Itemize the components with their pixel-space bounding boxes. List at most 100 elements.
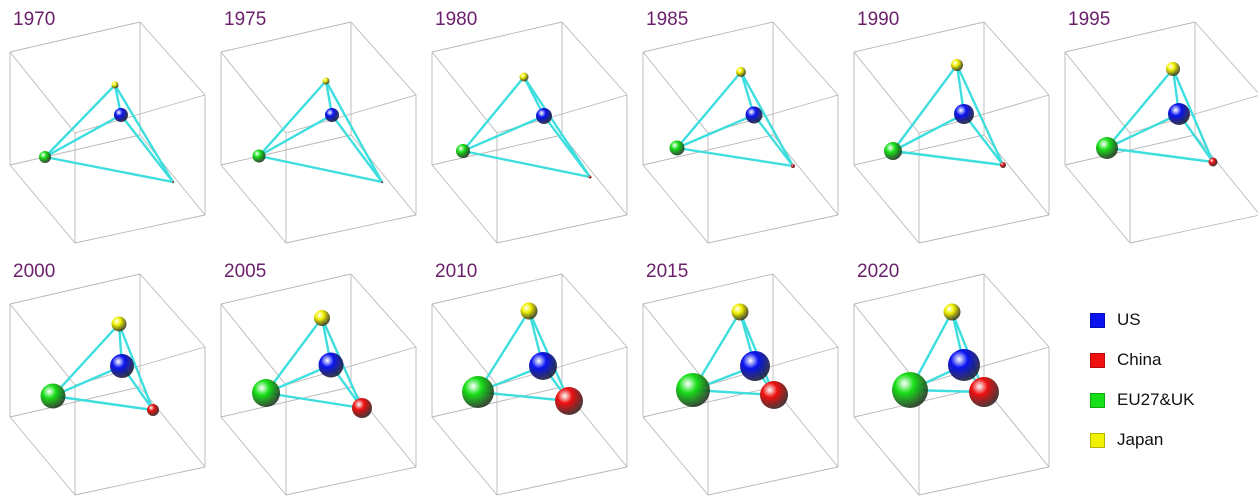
panel-year-label: 2000	[13, 261, 55, 282]
link-group	[1105, 67, 1215, 164]
panel-year-label: 1970	[13, 9, 55, 30]
panel-1980: 1980	[431, 9, 628, 244]
node-us	[325, 108, 339, 122]
legend: US China EU27&UK Japan	[1090, 300, 1250, 460]
node-china	[352, 398, 372, 418]
node-china	[760, 381, 788, 409]
node-china	[381, 181, 383, 183]
node-china	[969, 377, 999, 407]
link-japan-eu27-uk	[264, 316, 324, 395]
node-china	[1000, 162, 1006, 168]
link-us-china	[752, 113, 795, 168]
node-eu27-uk	[252, 149, 266, 163]
node-eu27-uk	[676, 373, 710, 407]
node-eu27-uk	[456, 144, 470, 158]
link-japan-china	[324, 79, 384, 184]
node-us	[954, 104, 974, 124]
panel-year-label: 1975	[224, 9, 266, 30]
link-japan-china	[117, 322, 155, 412]
node-us	[529, 352, 557, 380]
link-eu27-uk-china	[264, 391, 364, 410]
node-japan	[731, 303, 749, 321]
panel-year-label: 1995	[1068, 9, 1110, 30]
us-swatch-icon	[1090, 312, 1105, 328]
link-us-eu27-uk	[51, 364, 124, 398]
link-group	[891, 63, 1005, 167]
panel-year-label: 1985	[646, 9, 688, 30]
bounding-box	[431, 21, 628, 244]
node-china	[1208, 157, 1218, 167]
link-eu27-uk-china	[43, 155, 175, 184]
link-group	[43, 83, 175, 184]
bounding-box	[853, 21, 1050, 244]
link-us-china	[542, 114, 592, 179]
link-japan-china	[1171, 67, 1215, 164]
panel-1995: 1995	[1064, 9, 1258, 244]
panel-2005: 2005	[220, 261, 417, 496]
link-japan-eu27-uk	[257, 79, 328, 158]
node-us	[536, 108, 552, 124]
node-us	[318, 352, 344, 378]
node-eu27-uk	[884, 142, 902, 160]
link-us-china	[330, 113, 384, 184]
link-japan-eu27-uk	[891, 63, 959, 153]
node-eu27-uk	[40, 383, 66, 409]
link-eu27-uk-china	[257, 154, 384, 184]
link-group	[461, 75, 592, 179]
legend-label-china: China	[1117, 350, 1162, 369]
panel-1990: 1990	[853, 9, 1050, 244]
node-japan	[111, 316, 127, 332]
node-china	[147, 404, 159, 416]
node-eu27-uk	[462, 376, 494, 408]
node-japan	[1166, 62, 1180, 76]
node-eu27-uk	[1096, 137, 1118, 159]
link-japan-eu27-uk	[51, 322, 121, 398]
link-eu27-uk-china	[51, 394, 155, 412]
link-japan-eu27-uk	[43, 83, 117, 159]
link-group	[257, 79, 384, 184]
panel-year-label: 2010	[435, 261, 477, 282]
node-japan	[943, 303, 961, 321]
china-swatch-icon	[1090, 352, 1105, 368]
legend-item-japan: Japan	[1090, 420, 1250, 460]
node-china	[791, 164, 795, 168]
link-japan-eu27-uk	[1105, 67, 1175, 150]
panel-year-label: 2005	[224, 261, 266, 282]
link-us-eu27-uk	[43, 113, 123, 159]
bounding-box	[642, 273, 839, 496]
node-us	[740, 351, 770, 381]
link-group	[264, 316, 364, 410]
node-china	[588, 175, 592, 179]
bounding-box	[642, 21, 839, 244]
node-china	[555, 387, 583, 415]
link-japan-eu27-uk	[675, 70, 743, 150]
node-japan	[314, 310, 330, 326]
legend-item-eu27-uk: EU27&UK	[1090, 380, 1250, 420]
node-eu27-uk	[669, 140, 685, 156]
bounding-box	[220, 273, 417, 496]
bounding-box	[9, 21, 206, 244]
panel-1975: 1975	[220, 9, 417, 244]
bounding-box	[9, 273, 206, 496]
legend-label-us: US	[1117, 310, 1141, 329]
legend-item-china: China	[1090, 340, 1250, 380]
link-us-eu27-uk	[891, 112, 966, 153]
node-japan	[519, 72, 529, 82]
node-us	[1168, 103, 1190, 125]
node-us	[948, 349, 980, 381]
node-japan	[111, 81, 119, 89]
link-group	[675, 70, 795, 168]
panel-1970: 1970	[9, 9, 206, 244]
link-us-eu27-uk	[461, 114, 546, 153]
node-china	[172, 181, 174, 183]
link-eu27-uk-china	[891, 149, 1005, 167]
node-us	[114, 108, 128, 122]
bounding-box	[220, 21, 417, 244]
link-japan-eu27-uk	[461, 75, 526, 153]
link-eu27-uk-china	[1105, 146, 1215, 164]
panel-2000: 2000	[9, 261, 206, 496]
eu27-uk-swatch-icon	[1090, 392, 1105, 408]
bounding-box	[1064, 21, 1258, 244]
node-japan	[951, 59, 963, 71]
